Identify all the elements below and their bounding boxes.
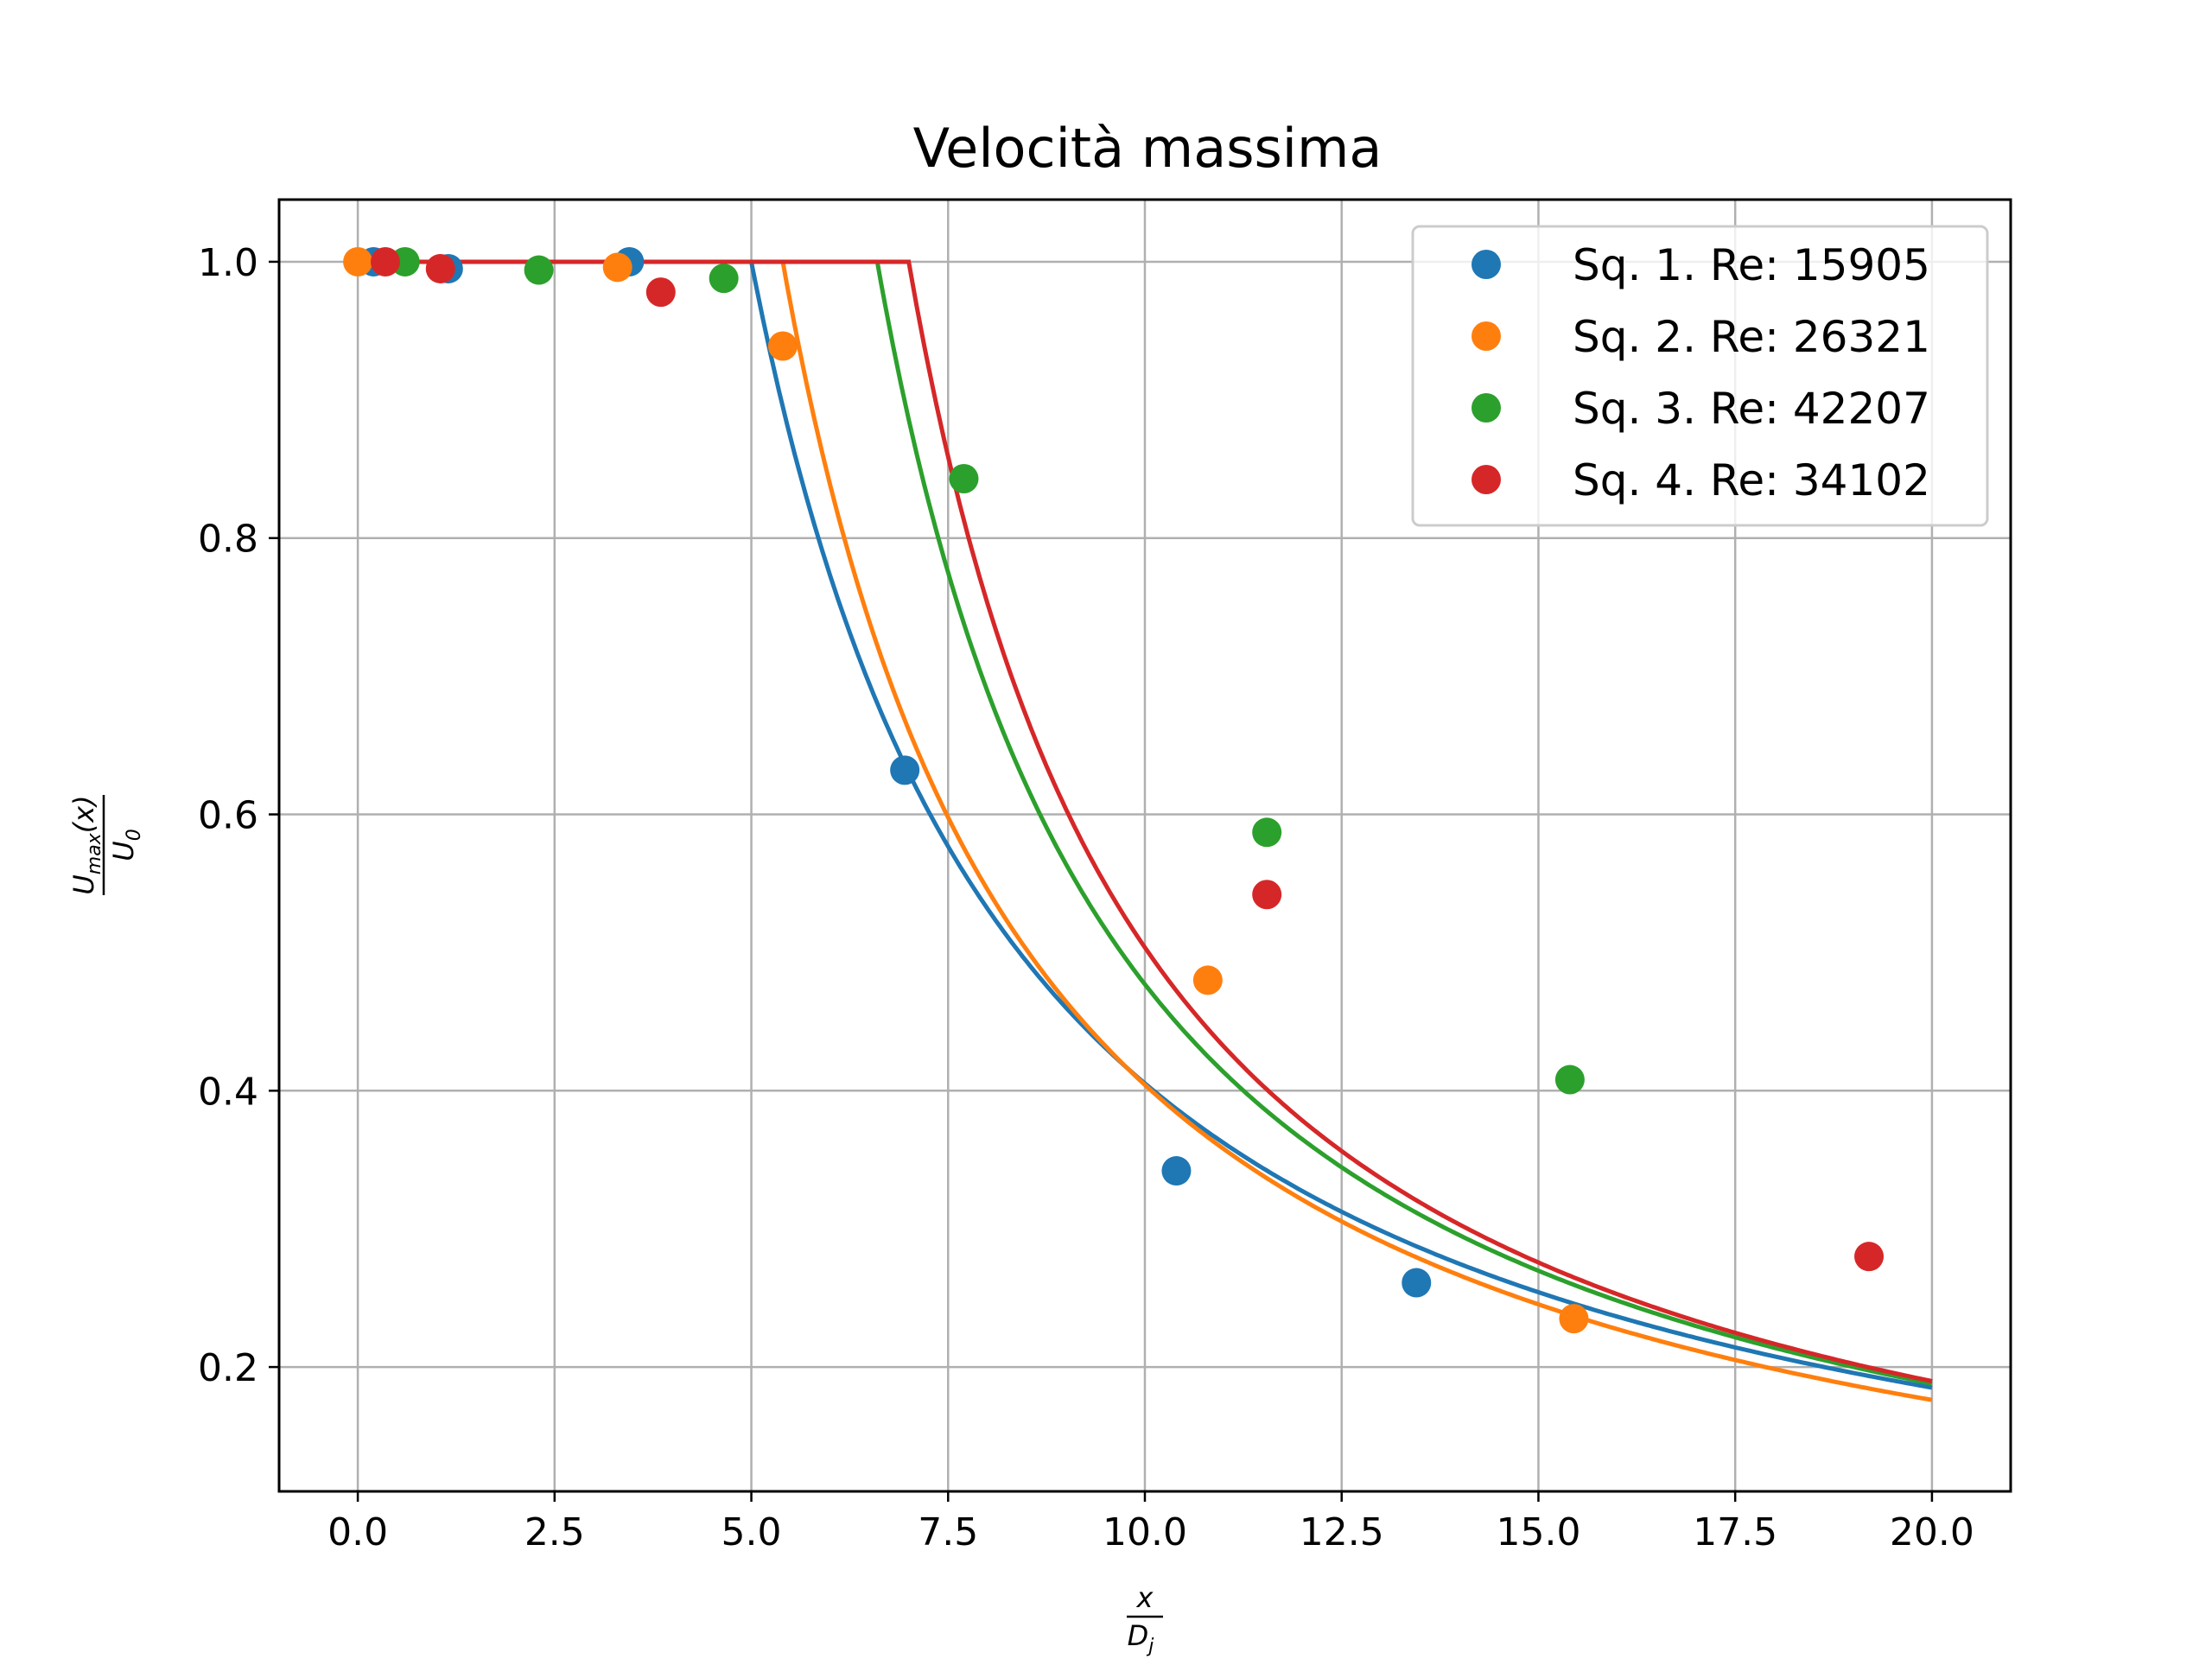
- plot-points: [343, 246, 1885, 1334]
- data-point: [524, 255, 554, 285]
- x-tick-label: 17.5: [1693, 1510, 1777, 1554]
- y-axis-label-numerator: Umax(x): [67, 795, 105, 894]
- data-point: [1192, 965, 1223, 995]
- data-point: [890, 755, 920, 785]
- data-point: [1252, 880, 1282, 910]
- data-point: [370, 246, 400, 276]
- x-axis-label-den-sub: j: [1146, 1636, 1154, 1657]
- data-point: [767, 331, 798, 361]
- data-point: [425, 253, 455, 283]
- data-point: [709, 264, 739, 294]
- chart-title: Velocità massima: [913, 117, 1382, 180]
- legend-marker: [1471, 250, 1501, 279]
- y-axis: 0.2 0.4 0.6 0.8 1.0: [198, 241, 279, 1390]
- data-point: [602, 252, 632, 283]
- data-point: [1554, 1065, 1585, 1095]
- legend-label: Sq. 2. Re: 26321: [1573, 312, 1930, 362]
- y-axis-label-num-sub: max: [84, 832, 105, 874]
- legend-label: Sq. 3. Re: 42207: [1573, 384, 1930, 434]
- y-tick-label: 0.8: [198, 518, 258, 562]
- data-point: [949, 463, 979, 493]
- y-axis-label-num-suffix: (x): [67, 795, 100, 833]
- y-axis-label-den: U: [107, 841, 140, 861]
- y-axis-label-den-sub: 0: [124, 829, 145, 841]
- y-tick-label: 1.0: [198, 241, 258, 285]
- legend-box: [1411, 225, 1989, 527]
- legend-label: Sq. 1. Re: 15905: [1573, 240, 1930, 290]
- x-axis-label-den: D: [1128, 1619, 1149, 1652]
- x-axis-label: x Dj: [1127, 1581, 1163, 1657]
- y-axis-label-num: U: [67, 874, 100, 894]
- x-tick-label: 2.5: [524, 1510, 585, 1554]
- x-axis-label-numerator: x: [1136, 1581, 1154, 1614]
- x-tick-label: 10.0: [1103, 1510, 1187, 1554]
- y-tick-label: 0.2: [198, 1346, 258, 1390]
- x-axis: 0.0 2.5 5.0 7.5 10.0 12.5 15.0 17.5 20.0: [327, 1491, 1974, 1554]
- x-axis-label-denominator: Dj: [1128, 1619, 1155, 1657]
- x-tick-label: 20.0: [1890, 1510, 1974, 1554]
- data-point: [1559, 1304, 1589, 1334]
- data-point: [1252, 817, 1282, 848]
- data-point: [343, 246, 373, 276]
- y-axis-label: Umax(x) U0: [67, 795, 145, 895]
- x-tick-label: 15.0: [1496, 1510, 1580, 1554]
- data-point: [1161, 1156, 1192, 1186]
- data-point: [1854, 1242, 1885, 1272]
- data-point: [1402, 1268, 1432, 1298]
- y-tick-label: 0.6: [198, 794, 258, 838]
- legend-marker: [1471, 321, 1501, 351]
- x-tick-label: 12.5: [1300, 1510, 1384, 1554]
- legend-marker: [1471, 393, 1501, 423]
- x-tick-label: 5.0: [721, 1510, 782, 1554]
- legend-label: Sq. 4. Re: 34102: [1573, 455, 1930, 505]
- y-axis-label-denominator: U0: [107, 829, 145, 861]
- y-tick-label: 0.4: [198, 1070, 258, 1114]
- legend: Sq. 1. Re: 15905 Sq. 2. Re: 26321 Sq. 3. R…: [1411, 225, 1989, 527]
- x-tick-label: 0.0: [327, 1510, 388, 1554]
- x-tick-label: 7.5: [918, 1510, 978, 1554]
- legend-marker: [1471, 465, 1501, 494]
- data-point: [645, 277, 676, 308]
